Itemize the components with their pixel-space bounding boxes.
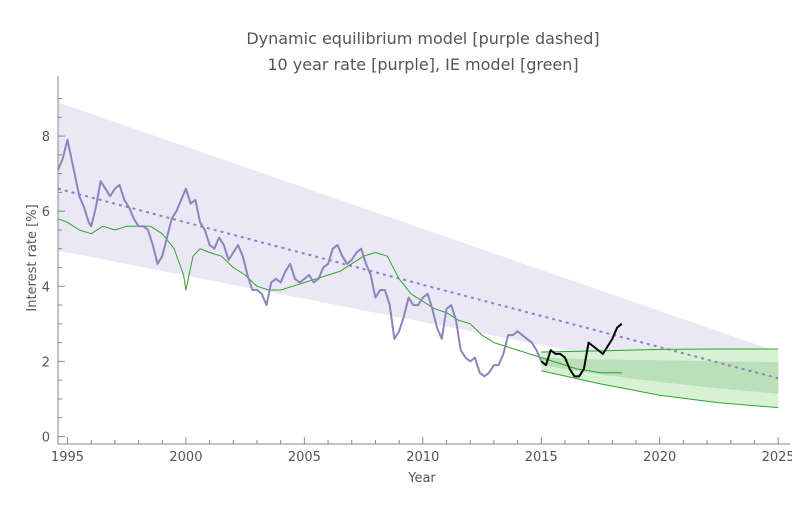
- bands-layer: [58, 102, 779, 409]
- x-ticks: 1995 2000 2005 2010 2015 2020 2025: [51, 437, 792, 465]
- x-tick-label: 2005: [288, 450, 321, 465]
- ten-year-rate-recent-line: [540, 323, 623, 378]
- ie-model-band-outer-lower-edge: [541, 370, 779, 409]
- y-tick-label: 0: [42, 430, 50, 445]
- y-tick-label: 8: [42, 130, 50, 145]
- x-tick-label: 2015: [525, 450, 558, 465]
- ten-year-rate-line: [57, 138, 543, 378]
- x-tick-label: 2025: [762, 450, 792, 465]
- y-tick-label: 4: [42, 280, 50, 295]
- y-ticks: 0 2 4 6 8: [42, 98, 65, 445]
- y-axis-title: Interest rate [%]: [25, 204, 40, 311]
- x-tick-label: 2010: [406, 450, 439, 465]
- ie-model-band-inner: [541, 357, 779, 394]
- dynamic-equilibrium-band: [58, 102, 779, 392]
- x-axis-title: Year: [407, 471, 436, 486]
- ie-model-band-outer-upper-edge: [541, 348, 779, 353]
- y-tick-label: 6: [42, 205, 50, 220]
- y-tick-label: 2: [42, 355, 50, 370]
- ie-model-line: [57, 218, 622, 374]
- chart-title: Dynamic equilibrium model [purple dashed…: [246, 29, 599, 48]
- lines-layer: [57, 138, 779, 380]
- dynamic-equilibrium-model-line: [57, 187, 779, 380]
- x-tick-label: 1995: [51, 450, 84, 465]
- chart-subtitle: 10 year rate [purple], IE model [green]: [267, 55, 578, 74]
- x-tick-label: 2020: [643, 450, 676, 465]
- x-tick-label: 2000: [169, 450, 202, 465]
